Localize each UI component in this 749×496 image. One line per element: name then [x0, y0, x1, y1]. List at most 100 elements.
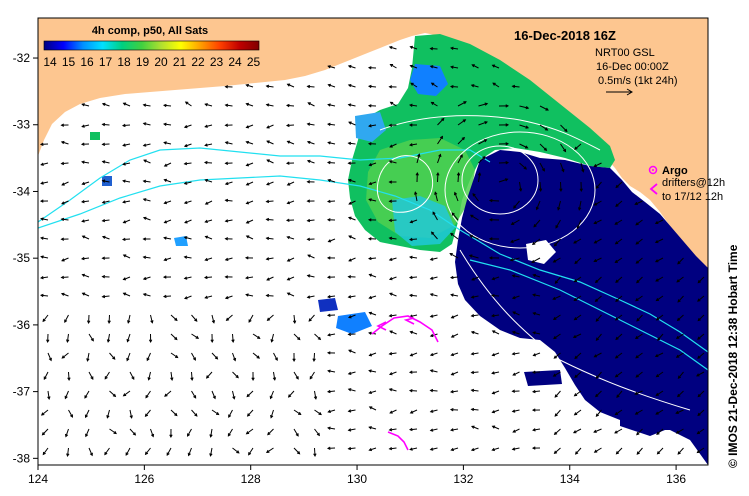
current-arrow	[532, 428, 541, 432]
current-arrow	[614, 314, 623, 321]
current-arrow	[224, 161, 233, 165]
current-arrow	[232, 371, 239, 379]
current-arrow	[327, 294, 336, 299]
current-arrow	[307, 102, 315, 107]
current-arrow	[246, 409, 254, 417]
current-arrow	[457, 154, 463, 164]
sst-cold-patch	[455, 150, 708, 465]
current-arrow	[449, 275, 459, 280]
current-arrow	[408, 123, 418, 127]
current-arrow	[40, 217, 49, 221]
current-arrow	[60, 217, 69, 222]
current-arrow	[511, 409, 520, 413]
current-arrow	[368, 390, 377, 395]
legend-product: NRT00 GSL	[595, 47, 655, 59]
current-arrow	[88, 333, 94, 342]
current-arrow	[368, 426, 377, 430]
imos-credit: © IMOS 21-Dec-2018 12:38 Hobart Time	[726, 244, 740, 468]
current-arrow	[614, 428, 623, 434]
current-arrow	[286, 200, 295, 205]
current-arrow	[416, 153, 421, 164]
current-arrow	[573, 295, 582, 302]
current-arrow	[347, 64, 356, 69]
current-arrow	[388, 351, 397, 356]
current-arrow	[519, 143, 529, 149]
current-arrow	[245, 219, 254, 224]
current-arrow	[292, 314, 297, 324]
current-arrow	[109, 428, 117, 435]
current-arrow	[127, 314, 131, 324]
current-arrow	[409, 255, 418, 259]
current-arrow	[636, 428, 643, 436]
current-arrow	[101, 179, 110, 183]
current-arrow	[245, 200, 254, 205]
current-arrow	[615, 295, 623, 302]
current-arrow	[574, 143, 582, 150]
colorbar-tick-label: 19	[136, 55, 150, 69]
current-arrow	[470, 330, 479, 335]
current-arrow	[39, 199, 49, 203]
current-arrow	[389, 63, 397, 69]
current-arrow	[409, 45, 418, 50]
current-arrow	[122, 102, 131, 107]
current-arrow	[449, 252, 459, 259]
current-arrow	[470, 407, 479, 412]
current-arrow	[470, 295, 479, 299]
current-arrow	[470, 370, 479, 375]
current-arrow	[491, 390, 500, 395]
current-arrow	[513, 200, 520, 209]
current-arrow	[615, 181, 623, 189]
current-arrow	[368, 352, 377, 357]
current-arrow	[574, 371, 582, 379]
current-arrow	[451, 212, 459, 221]
current-arrow	[270, 333, 274, 343]
current-arrow	[187, 428, 192, 437]
current-arrow	[40, 181, 49, 185]
current-arrow	[190, 371, 194, 382]
current-arrow	[191, 333, 200, 339]
current-arrow	[60, 275, 69, 280]
current-arrow	[593, 428, 602, 433]
current-arrow	[615, 200, 623, 207]
current-arrow	[429, 276, 438, 280]
current-arrow	[347, 428, 356, 432]
colorbar-tick-label: 17	[99, 55, 113, 69]
current-arrow	[696, 371, 705, 377]
current-arrow	[286, 257, 295, 262]
current-arrow	[573, 276, 582, 283]
current-arrow	[491, 447, 500, 452]
current-arrow	[209, 428, 213, 438]
current-arrow	[64, 390, 69, 400]
current-arrow	[183, 236, 192, 240]
current-arrow	[224, 198, 233, 203]
current-arrow	[429, 352, 438, 357]
current-arrow	[409, 447, 418, 451]
current-arrow	[409, 143, 418, 147]
white-contour-south	[459, 249, 691, 411]
current-arrow	[676, 390, 684, 398]
current-arrow	[326, 313, 336, 317]
x-axis: 124 126 128 130 132 134 136	[28, 465, 686, 486]
current-arrow	[266, 181, 274, 186]
current-arrow	[129, 409, 133, 419]
argo-marker-icon	[648, 165, 658, 175]
current-arrow	[265, 103, 274, 107]
current-arrow	[347, 332, 356, 336]
current-arrow	[614, 409, 623, 416]
colorbar-tick-label: 22	[191, 55, 205, 69]
current-arrow	[286, 140, 295, 145]
current-arrow	[408, 427, 418, 432]
current-arrow	[88, 447, 93, 457]
current-arrow	[225, 314, 233, 322]
current-arrow	[532, 352, 541, 357]
current-arrow	[163, 219, 172, 224]
current-arrow	[122, 200, 131, 204]
current-arrow	[142, 276, 151, 281]
current-arrow	[511, 295, 520, 300]
current-arrow	[388, 45, 397, 50]
current-arrow	[367, 256, 377, 261]
current-arrow	[162, 275, 172, 279]
current-arrow	[60, 123, 69, 127]
current-arrow	[367, 66, 377, 70]
current-arrow	[309, 371, 315, 380]
